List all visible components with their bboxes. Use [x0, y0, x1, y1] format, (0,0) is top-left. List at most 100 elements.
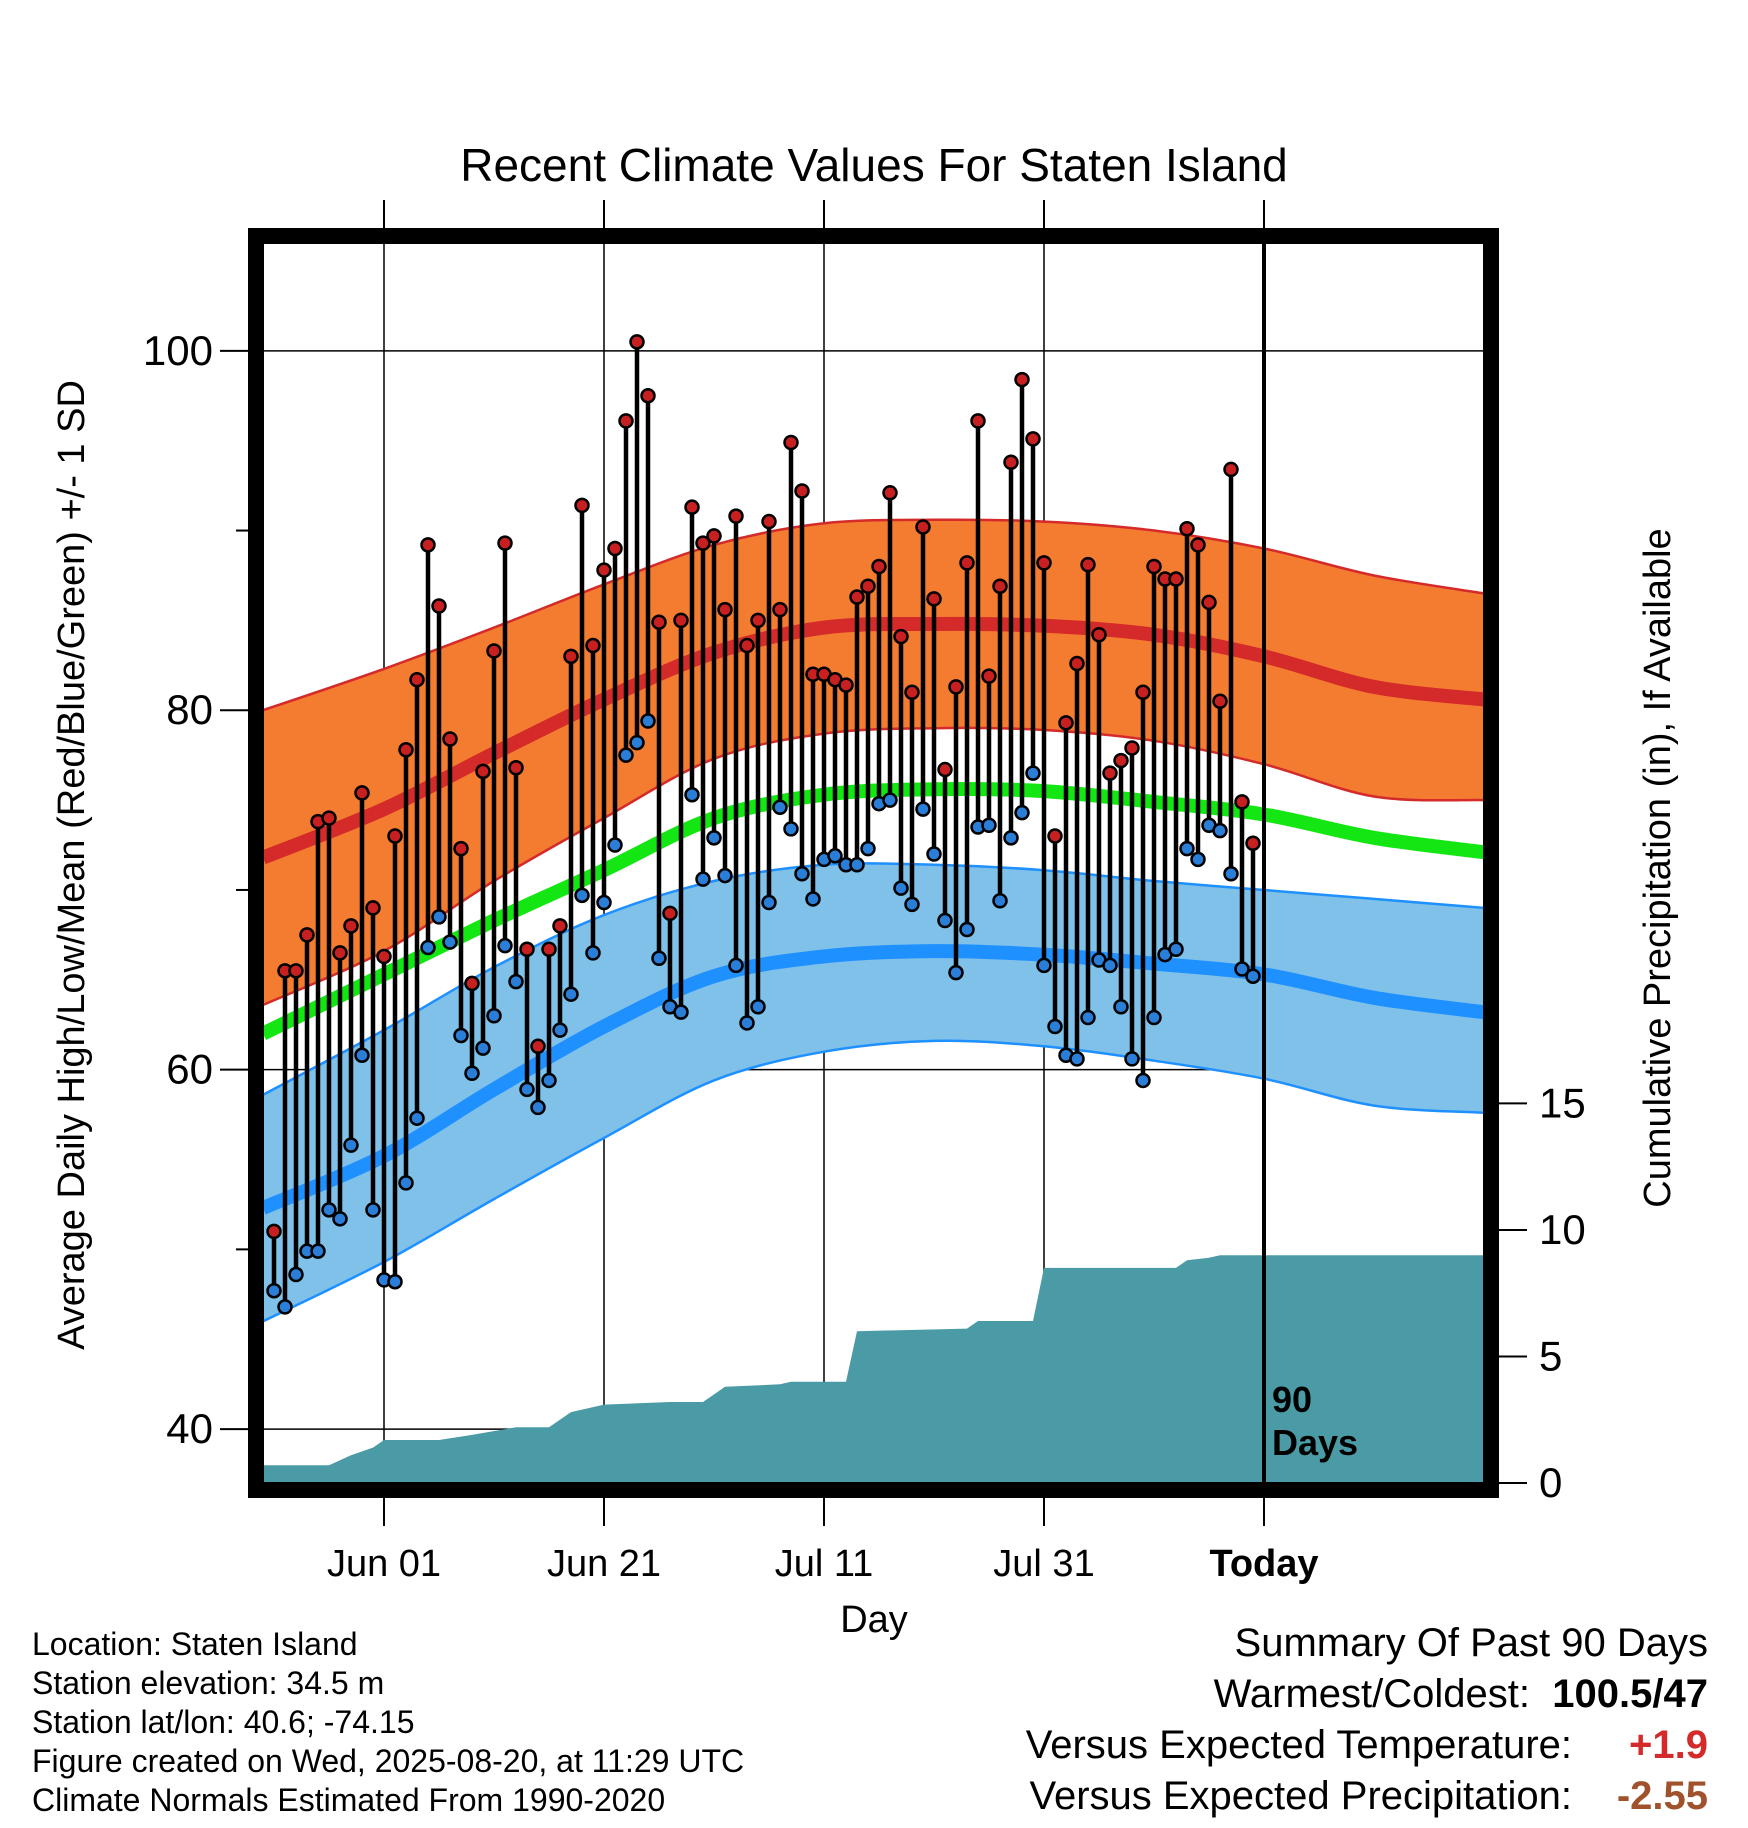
y2-tick-label: 10: [1539, 1206, 1586, 1253]
daily-low-point: [497, 937, 513, 954]
daily-high-point: [970, 413, 986, 429]
daily-low-point: [1146, 1009, 1162, 1026]
daily-low-point: [640, 713, 656, 729]
daily-low-point: [354, 1047, 370, 1064]
elevation-text: Station elevation: 34.5 m: [32, 1665, 385, 1701]
daily-high-point: [981, 668, 997, 684]
daily-low-point: [563, 986, 579, 1002]
daily-high-point: [1201, 594, 1217, 611]
daily-low-point: [343, 1137, 359, 1153]
daily-high-point: [860, 578, 876, 594]
daily-high-point: [882, 485, 898, 501]
daily-high-point: [508, 760, 524, 776]
daily-high-point: [1047, 828, 1063, 844]
daily-low-point: [541, 1072, 557, 1089]
daily-high-point: [937, 761, 953, 778]
period-label-unit: Days: [1272, 1422, 1358, 1463]
daily-low-point: [992, 892, 1008, 909]
daily-low-point: [893, 880, 909, 896]
daily-high-point: [1212, 693, 1228, 710]
daily-low-point: [915, 801, 931, 817]
daily-low-point: [1124, 1051, 1140, 1067]
chart-title: Recent Climate Values For Staten Island: [460, 139, 1288, 191]
daily-low-point: [827, 848, 843, 864]
daily-high-point: [365, 900, 381, 916]
daily-high-point: [904, 684, 920, 701]
location-text: Location: Staten Island: [32, 1626, 358, 1662]
daily-low-point: [937, 912, 953, 929]
daily-low-point: [1036, 957, 1052, 974]
daily-high-point: [959, 555, 975, 571]
daily-low-point: [1223, 866, 1239, 882]
daily-low-point: [860, 840, 876, 857]
daily-low-point: [288, 1266, 304, 1283]
daily-low-point: [1047, 1018, 1063, 1035]
daily-high-point: [398, 742, 414, 758]
daily-low-point: [464, 1065, 480, 1082]
normal-high-line: [263, 616, 1484, 865]
daily-high-point: [541, 941, 557, 958]
y2-tick-label: 0: [1539, 1459, 1562, 1506]
daily-low-point: [365, 1202, 381, 1218]
daily-high-point: [497, 535, 513, 551]
daily-high-point: [464, 975, 480, 992]
precip-area: [263, 1255, 1484, 1483]
created-text: Figure created on Wed, 2025-08-20, at 11…: [32, 1743, 745, 1779]
warmest-label: Warmest/Coldest:: [1213, 1672, 1530, 1716]
daily-high-point: [893, 628, 909, 645]
plot-inner: [263, 243, 1484, 1483]
daily-high-point: [1014, 371, 1030, 388]
daily-low-point: [651, 950, 667, 966]
precip-anomaly-label: Versus Expected Precipitation:: [1029, 1774, 1572, 1818]
daily-low-point: [607, 837, 623, 853]
daily-high-point: [607, 540, 623, 557]
daily-low-point: [585, 945, 601, 961]
daily-low-point: [1102, 957, 1118, 974]
daily-high-point: [574, 497, 590, 514]
daily-low-point: [398, 1175, 414, 1191]
daily-low-point: [761, 894, 777, 911]
daily-low-point: [959, 921, 975, 938]
daily-high-point: [629, 334, 645, 350]
daily-high-point: [1168, 571, 1184, 587]
daily-low-point: [695, 871, 711, 887]
daily-high-point: [618, 413, 634, 429]
daily-low-point: [486, 1008, 502, 1024]
observations: [266, 334, 1261, 1315]
period-label-number: 90: [1272, 1379, 1312, 1420]
daily-high-point: [431, 598, 447, 614]
daily-low-point: [1190, 851, 1206, 868]
daily-low-point: [750, 999, 766, 1015]
daily-low-point: [508, 973, 524, 990]
daily-high-point: [772, 601, 788, 618]
daily-high-point: [530, 1038, 546, 1055]
daily-high-point: [332, 945, 348, 961]
daily-low-point: [805, 891, 821, 907]
daily-high-point: [321, 810, 337, 826]
daily-low-point: [321, 1202, 337, 1218]
daily-low-point: [266, 1282, 282, 1299]
daily-high-point: [585, 637, 601, 654]
daily-high-point: [1245, 835, 1261, 851]
daily-high-point: [684, 499, 700, 515]
daily-low-point: [519, 1081, 535, 1098]
daily-high-point: [1113, 752, 1129, 769]
daily-high-point: [486, 643, 502, 659]
temp-anomaly-label: Versus Expected Temperature:: [1025, 1723, 1572, 1767]
y-tick-label: 100: [143, 327, 213, 374]
summary-title: Summary Of Past 90 Days: [1234, 1621, 1708, 1665]
daily-high-point: [728, 508, 744, 524]
daily-low-point: [794, 866, 810, 882]
y-tick-label: 40: [166, 1405, 213, 1452]
daily-high-point: [915, 519, 931, 535]
daily-low-point: [1014, 804, 1030, 821]
daily-low-point: [673, 1004, 689, 1020]
daily-low-point: [1069, 1051, 1085, 1067]
daily-high-point: [1135, 684, 1151, 701]
daily-low-point: [1025, 765, 1041, 781]
daily-high-point: [783, 434, 799, 451]
daily-low-point: [574, 887, 590, 904]
daily-high-point: [761, 513, 777, 530]
daily-high-point: [1234, 794, 1250, 810]
